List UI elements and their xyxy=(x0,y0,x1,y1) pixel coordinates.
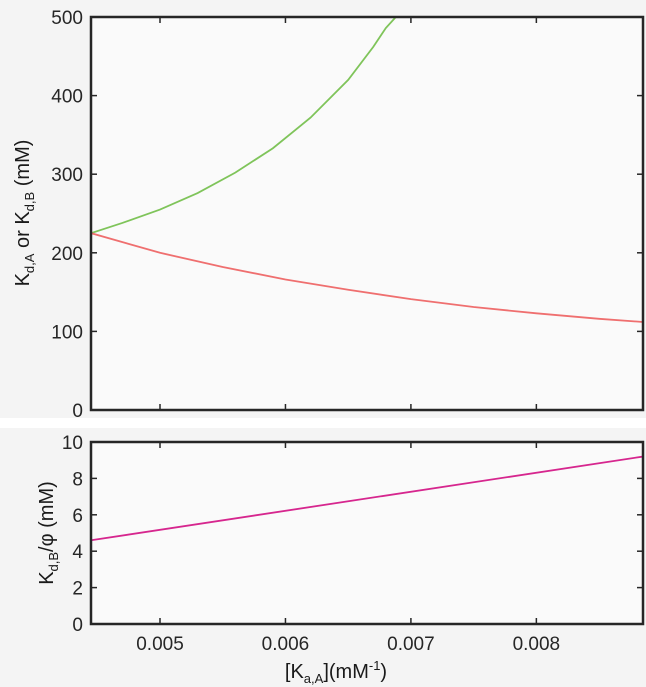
kd-ytick-label-5: 500 xyxy=(51,8,83,29)
kd-y-axis-title: Kd,A or Kd,B (mM) xyxy=(12,140,37,287)
kd-ylabel-sub2: d,B xyxy=(22,192,37,212)
ratio-ytick-label-2: 4 xyxy=(72,542,83,563)
ratio-ytick-label-4: 8 xyxy=(72,469,83,490)
ratio-xtick-label-0: 0.005 xyxy=(136,634,184,655)
kd-series-group xyxy=(91,17,643,323)
kd-ytick-label-2: 200 xyxy=(51,244,83,265)
ratio-ylabel-sub: d,B xyxy=(46,552,61,572)
ratio-ytick-label-0: 0 xyxy=(72,615,83,636)
kd-ylabel-unit: (mM) xyxy=(12,140,34,192)
ratio-ytick-label-1: 2 xyxy=(72,579,83,600)
ratio-ytick-label-3: 6 xyxy=(72,506,83,527)
ratio-axes-frame xyxy=(89,440,645,626)
kd-ylabel-base1: K xyxy=(12,272,34,286)
ratio-x-axis-title: [Ka,A](mM-1) xyxy=(285,658,387,686)
ratio-series-line-0 xyxy=(91,455,643,542)
xlabel-open: [K xyxy=(285,661,305,683)
ratio-xtick-label-2: 0.007 xyxy=(387,634,435,655)
ratio-ylabel-base: K xyxy=(36,571,58,585)
kd-chart: 0 100 200 300 400 500 Kd,A or Kd,B (mM) xyxy=(12,8,645,422)
top-plot-area xyxy=(91,17,643,410)
ratio-y-axis-title: Kd,B/φ (mM) xyxy=(36,481,61,585)
ratio-ytick-label-5: 10 xyxy=(62,433,83,454)
kd-ytick-label-3: 300 xyxy=(51,165,83,186)
xlabel-close: ](mM xyxy=(323,661,369,683)
kd-ylabel-sub1: d,A xyxy=(22,253,37,273)
kd-ytick-label-4: 400 xyxy=(51,87,83,108)
ratio-xtick-label-1: 0.006 xyxy=(262,634,310,655)
ratio-ylabel-rest: /φ (mM) xyxy=(36,481,58,552)
ratio-series-group xyxy=(91,455,643,542)
kd-series-line-0 xyxy=(91,17,397,235)
kd-ytick-label-0: 0 xyxy=(72,401,83,422)
xlabel-sub: a,A xyxy=(304,671,324,686)
ratio-xtick-label-3: 0.008 xyxy=(513,634,561,655)
kd-series-line-1 xyxy=(91,232,643,323)
xlabel-end: ) xyxy=(380,661,387,683)
kd-ytick-label-1: 100 xyxy=(51,322,83,343)
ratio-ticks-group: 0 2 4 6 8 10 0.005 0.006 0.007 0.008 xyxy=(62,433,643,655)
xlabel-sup: -1 xyxy=(369,658,381,673)
kd-ylabel-mid: or K xyxy=(12,211,34,254)
bottom-plot-area xyxy=(91,442,643,624)
kd-axes-frame xyxy=(89,15,645,412)
